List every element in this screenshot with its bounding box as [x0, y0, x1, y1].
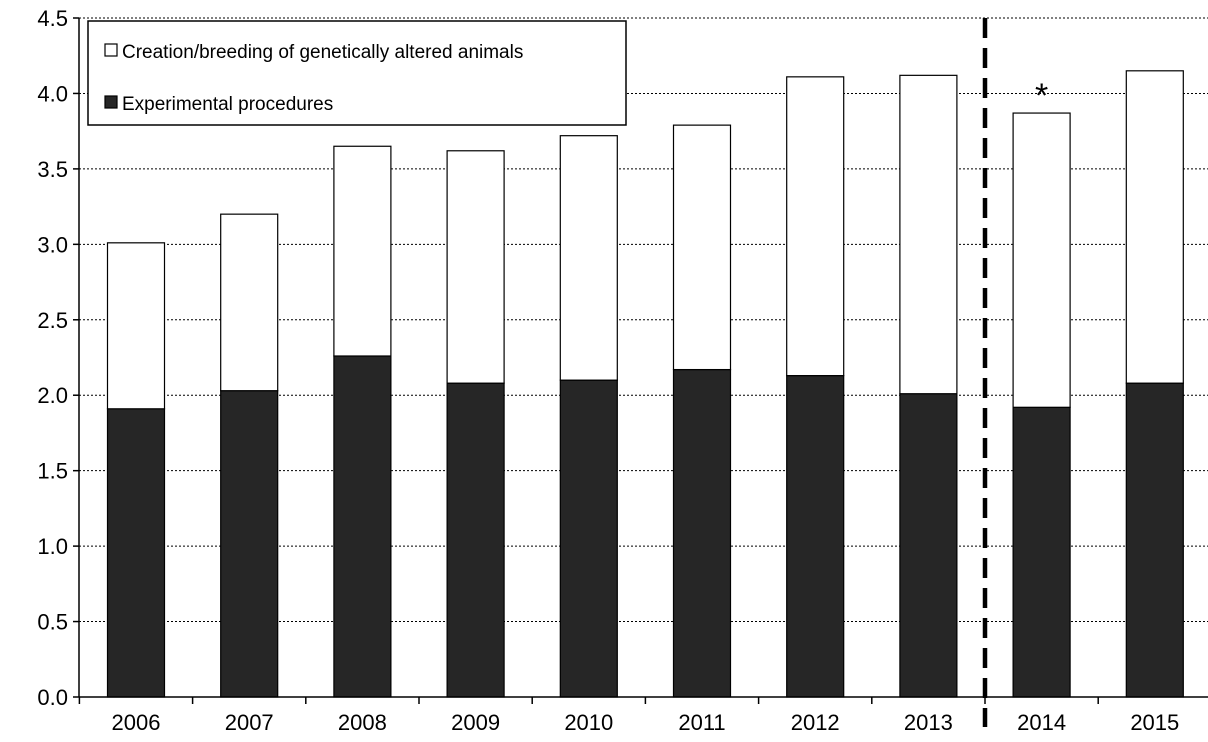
x-tick-labels: 2006 2007 2008 2009 2010 2011 2012 2013 2014 2015	[112, 710, 1180, 735]
x-tick-label: 2010	[564, 710, 613, 735]
y-tick-label: 3.0	[37, 232, 68, 257]
bar-experimental-2015	[1125, 382, 1184, 698]
bar-breeding-2013	[899, 74, 958, 395]
bar-experimental-2014	[1012, 406, 1071, 698]
x-tick-label: 2013	[904, 710, 953, 735]
bar-breeding-2015	[1125, 70, 1184, 384]
y-tick-label: 0.0	[37, 685, 68, 710]
bar-experimental-2011	[672, 368, 732, 698]
bar-experimental-2013	[899, 393, 958, 698]
legend-label-experimental: Experimental procedures	[122, 94, 333, 115]
y-tick-label: 4.5	[37, 6, 68, 31]
bar-experimental-2010	[559, 379, 618, 698]
axes	[73, 17, 1208, 704]
bar-breeding-2011	[672, 124, 732, 371]
annotation-asterisk: *	[1035, 77, 1048, 115]
legend-swatch-experimental	[104, 95, 118, 109]
y-tick-label: 3.5	[37, 157, 68, 182]
annotations: *	[1035, 77, 1048, 115]
y-tick-label: 0.5	[37, 610, 68, 635]
y-tick-label: 1.5	[37, 459, 68, 484]
x-tick-label: 2009	[451, 710, 500, 735]
y-tick-label: 2.5	[37, 308, 68, 333]
x-tick-label: 2015	[1130, 710, 1179, 735]
x-tick-label: 2012	[791, 710, 840, 735]
bar-breeding-2007	[220, 213, 279, 392]
bars	[106, 70, 1184, 698]
bar-experimental-2006	[106, 408, 166, 698]
bar-experimental-2012	[786, 375, 845, 698]
bar-breeding-2006	[106, 242, 166, 410]
bar-breeding-2009	[446, 150, 505, 384]
y-tick-labels: 0.0 0.5 1.0 1.5 2.0 2.5 3.0 3.5 4.0 4.5	[37, 6, 68, 710]
bar-experimental-2008	[333, 355, 392, 698]
y-tick-label: 4.0	[37, 81, 68, 106]
bar-breeding-2010	[559, 135, 618, 381]
x-tick-label: 2014	[1017, 710, 1066, 735]
bar-breeding-2008	[333, 145, 392, 357]
legend: Creation/breeding of genetically altered…	[87, 20, 627, 126]
legend-label-breeding: Creation/breeding of genetically altered…	[122, 42, 523, 63]
x-tick-label: 2008	[338, 710, 387, 735]
legend-swatch-breeding	[104, 43, 118, 57]
legend-box	[87, 20, 627, 126]
x-tick-label: 2006	[112, 710, 161, 735]
y-tick-label: 1.0	[37, 534, 68, 559]
bar-breeding-2014	[1012, 112, 1071, 408]
x-tick-label: 2007	[225, 710, 274, 735]
bar-experimental-2007	[220, 390, 279, 698]
x-tick-label: 2011	[678, 710, 725, 735]
bar-experimental-2009	[446, 382, 505, 698]
bar-breeding-2012	[786, 76, 845, 377]
y-tick-label: 2.0	[37, 383, 68, 408]
